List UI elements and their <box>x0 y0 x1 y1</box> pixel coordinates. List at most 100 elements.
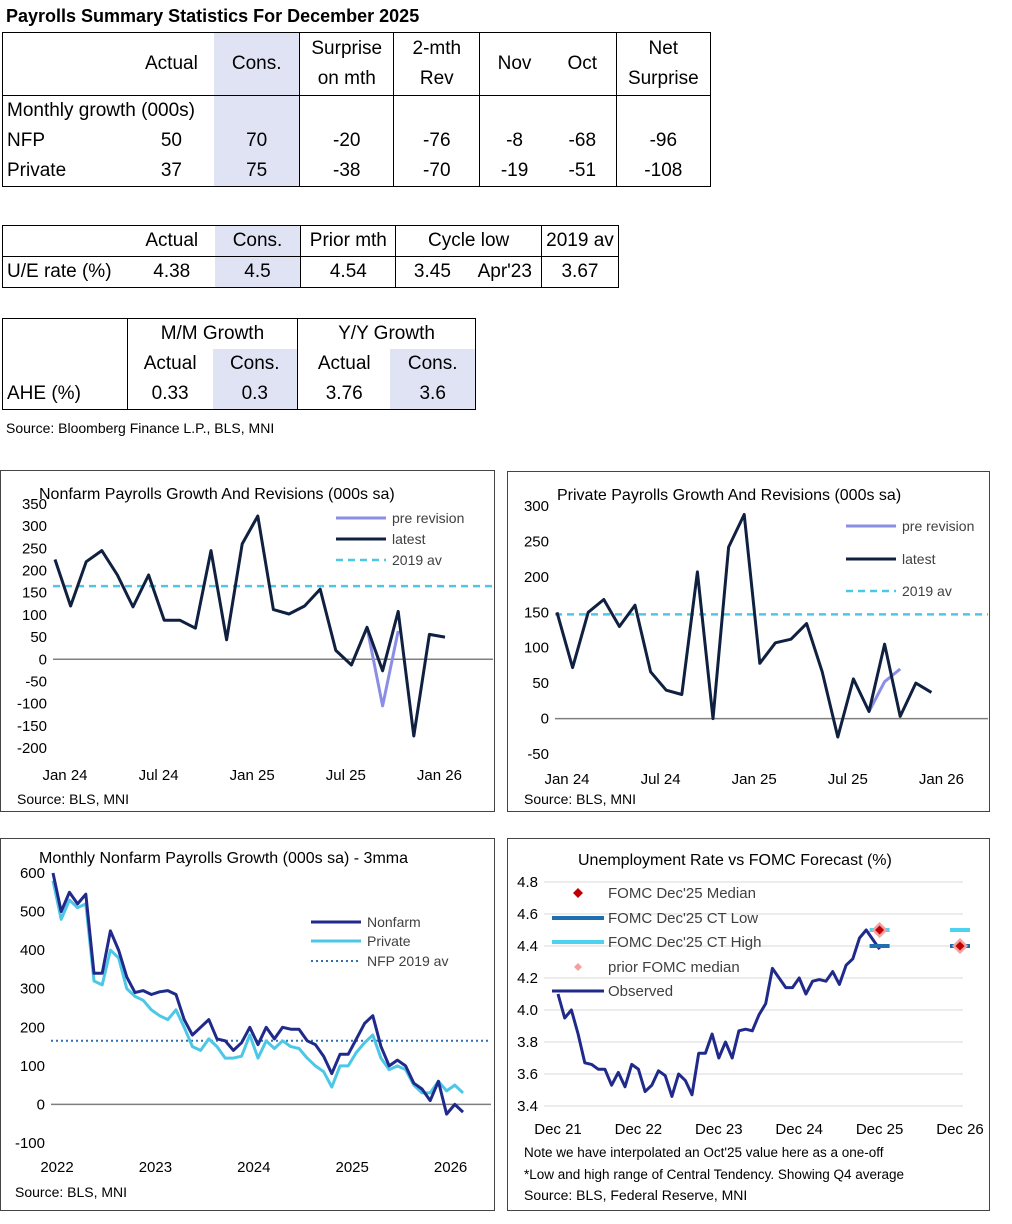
page-title: Payrolls Summary Statistics For December… <box>6 6 420 26</box>
y-tick-label: -50 <box>527 746 549 763</box>
x-tick-label: Jan 24 <box>42 767 87 784</box>
nfp-chart-svg: -200 -150 -100 -50 0 50 100 150 200 250 300 350 Jan … <box>17 496 493 784</box>
legend-2019-av-label: 2019 av <box>392 552 442 568</box>
nfp-3mma-chart-title: Monthly Nonfarm Payrolls Growth (000s sa… <box>39 850 408 867</box>
y-tick-label: 250 <box>22 540 47 557</box>
legend-prior-median-label: prior FOMC median <box>608 959 740 976</box>
y-tick-label: 50 <box>532 675 549 692</box>
legend-2019-av-label: 2019 av <box>902 583 952 599</box>
x-tick-label: 2026 <box>434 1159 467 1176</box>
legend-latest-label: latest <box>392 531 426 547</box>
unemployment-table: Actual Cons. Prior mth Cycle low 2019 av… <box>1 225 620 288</box>
y-tick-label: 0 <box>37 1096 45 1113</box>
x-tick-label: 2025 <box>336 1159 369 1176</box>
series-private <box>51 880 465 1095</box>
col-surprise: Surprise on mth <box>299 32 394 96</box>
y-tick-label: 300 <box>22 518 47 535</box>
y-tick-label: -100 <box>15 1135 45 1152</box>
y-tick-label: 3.4 <box>517 1098 538 1115</box>
legend-pre-revision-label: pre revision <box>392 510 464 526</box>
x-tick-label: Jul 24 <box>139 767 179 784</box>
series-latest <box>555 513 933 739</box>
table-header-row: Actual Cons. Prior mth Cycle low 2019 av <box>1 225 620 257</box>
private-chart: -50 0 50 100 150 200 250 300 Jan 24 Jul 24 Jan 25 J… <box>507 471 990 812</box>
nfp-3mma-chart-svg: -100 0 100 200 300 400 500 600 2022 2023 2024 2025 2… <box>15 865 491 1176</box>
y-tick-label: 150 <box>524 604 549 621</box>
x-tick-label: Jan 26 <box>417 767 462 784</box>
series-observed <box>556 928 881 1098</box>
x-tick-label: Dec 22 <box>615 1121 663 1138</box>
unemployment-chart-title: Unemployment Rate vs FOMC Forecast (%) <box>578 852 892 869</box>
y-tick-label: 200 <box>22 563 47 580</box>
legend-prior-median-swatch <box>574 963 582 971</box>
x-tick-label: Dec 25 <box>856 1121 904 1138</box>
private-chart-source: Source: BLS, MNI <box>524 791 637 807</box>
y-tick-label: 300 <box>20 981 45 998</box>
y-tick-label: 400 <box>20 942 45 959</box>
unemployment-chart: 3.4 3.6 3.8 4.0 4.2 4.4 4.6 4.8 Dec 21 Dec 22 Dec … <box>507 838 990 1211</box>
series-pre-revision <box>365 627 400 708</box>
y-tick-label: -200 <box>17 740 47 757</box>
ahe-table: M/M Growth Y/Y Growth Actual Cons. Actua… <box>2 318 477 410</box>
legend-nfp-2019-av-label: NFP 2019 av <box>367 953 448 969</box>
nfp-3mma-chart: -100 0 100 200 300 400 500 600 2022 2023 2024 2025 2… <box>0 838 495 1211</box>
y-tick-label: 350 <box>22 496 47 513</box>
col-nov: Nov <box>479 32 549 96</box>
y-tick-label: 0 <box>39 651 47 668</box>
legend-latest-label: latest <box>902 551 936 567</box>
x-tick-label: Jan 25 <box>732 771 777 788</box>
fomc-median-mark <box>875 925 885 935</box>
col-oct: Oct <box>548 32 617 96</box>
x-tick-label: 2022 <box>40 1159 73 1176</box>
legend-ct-low-label: FOMC Dec'25 CT Low <box>608 910 758 927</box>
fomc-median-mark <box>955 941 965 951</box>
y-tick-label: 100 <box>22 607 47 624</box>
unemployment-note-1: Note we have interpolated an Oct'25 valu… <box>524 1145 884 1160</box>
y-tick-label: 3.8 <box>517 1034 538 1051</box>
y-tick-label: 300 <box>524 498 549 515</box>
legend-fomc-median-swatch <box>573 888 583 898</box>
x-tick-label: Dec 26 <box>936 1121 984 1138</box>
table-row: AHE (%) 0.33 0.3 3.76 3.6 <box>2 379 477 410</box>
nfp-chart: -200 -150 -100 -50 0 50 100 150 200 250 300 350 Jan … <box>0 470 495 812</box>
table-row: NFP 50 70 -20 -76 -8 -68 -96 <box>1 126 712 156</box>
x-tick-label: Dec 24 <box>775 1121 823 1138</box>
y-tick-label: 3.6 <box>517 1066 538 1083</box>
unemployment-chart-svg: 3.4 3.6 3.8 4.0 4.2 4.4 4.6 4.8 Dec 21 Dec 22 Dec … <box>517 874 984 1138</box>
unemployment-chart-source: Source: BLS, Federal Reserve, MNI <box>524 1187 748 1203</box>
table-header-row: M/M Growth Y/Y Growth <box>2 318 476 349</box>
y-tick-label: 150 <box>22 585 47 602</box>
legend-observed-label: Observed <box>608 983 673 1000</box>
table-source: Source: Bloomberg Finance L.P., BLS, MNI <box>6 420 275 436</box>
legend-nonfarm-label: Nonfarm <box>367 914 421 930</box>
x-tick-label: 2024 <box>237 1159 270 1176</box>
y-tick-label: 200 <box>524 569 549 586</box>
section-label: Monthly growth (000s) <box>2 95 215 126</box>
series-nonfarm <box>51 872 465 1116</box>
x-tick-label: 2023 <box>139 1159 172 1176</box>
col-actual: Actual <box>128 32 215 96</box>
x-tick-label: Jul 25 <box>326 767 366 784</box>
x-tick-label: Dec 21 <box>534 1121 582 1138</box>
nfp-chart-title: Nonfarm Payrolls Growth And Revisions (0… <box>39 486 395 503</box>
nfp-chart-source: Source: BLS, MNI <box>17 791 130 807</box>
series-latest <box>53 514 446 738</box>
col-net: Net Surprise <box>615 32 712 96</box>
y-tick-label: 600 <box>20 865 45 882</box>
section-row: Monthly growth (000s) <box>2 95 712 126</box>
x-tick-label: Jan 24 <box>544 771 589 788</box>
legend-fomc-median-label: FOMC Dec'25 Median <box>608 885 756 902</box>
x-tick-label: Jan 26 <box>919 771 964 788</box>
y-tick-label: 250 <box>524 533 549 550</box>
series-pre-revision <box>867 667 902 713</box>
private-chart-title: Private Payrolls Growth And Revisions (0… <box>557 487 902 504</box>
unemployment-note-2: *Low and high range of Central Tendency.… <box>524 1167 905 1182</box>
y-tick-label: 4.4 <box>517 938 538 955</box>
y-tick-label: 500 <box>20 904 45 921</box>
x-tick-label: Jul 24 <box>641 771 681 788</box>
y-tick-label: -50 <box>25 673 47 690</box>
legend-ct-high-label: FOMC Dec'25 CT High <box>608 934 761 951</box>
y-tick-label: 0 <box>541 711 549 728</box>
col-rev: 2-mth Rev <box>393 32 480 96</box>
y-tick-label: 4.0 <box>517 1002 538 1019</box>
